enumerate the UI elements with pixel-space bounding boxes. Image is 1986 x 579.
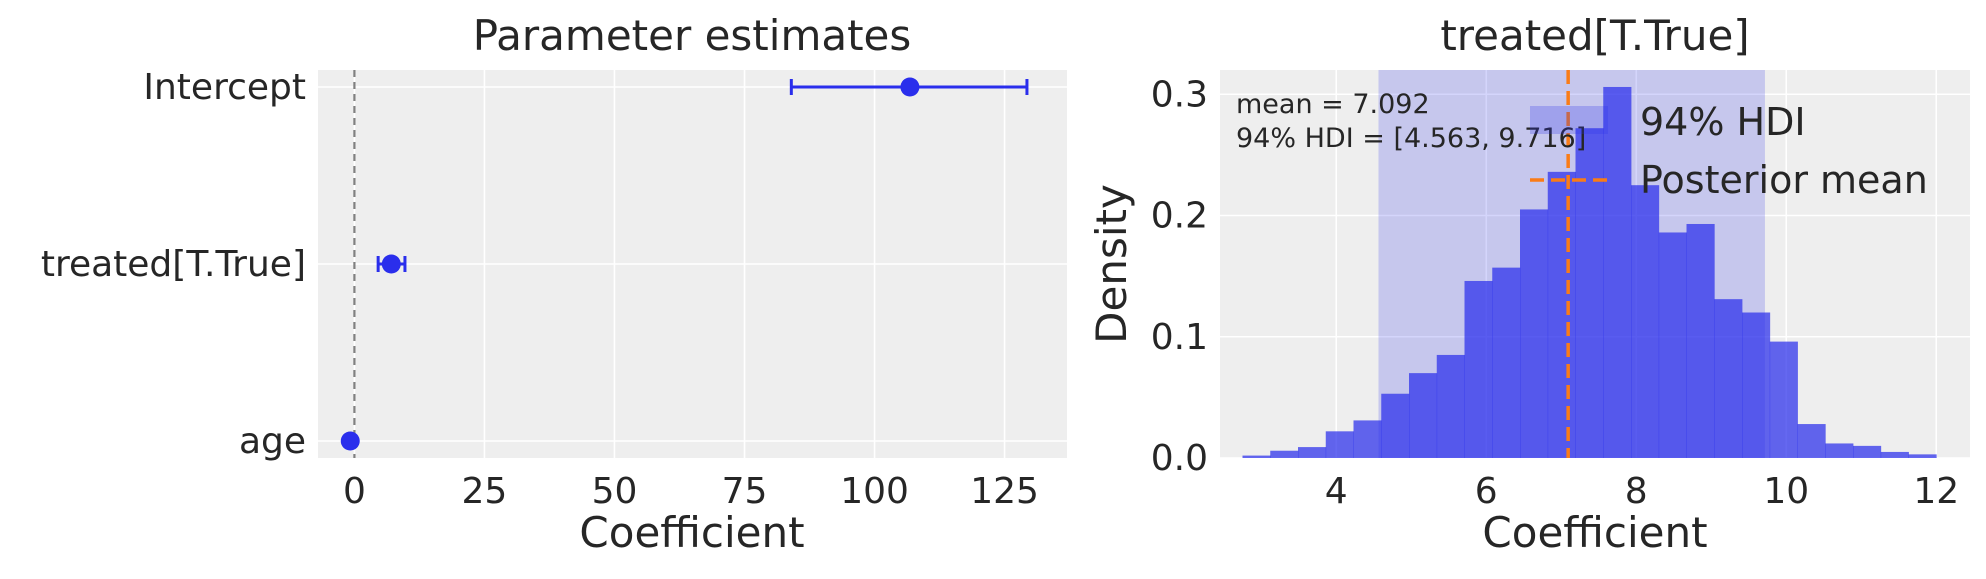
forest-x-tick-label: 50 [592,471,638,512]
histogram-bar [1270,450,1299,458]
histogram-bar [1325,431,1354,458]
histogram-bar [1742,312,1771,458]
posterior-y-tick-label: 0.1 [1151,317,1208,358]
forest-x-tick-label: 25 [462,471,508,512]
mean-point [340,431,360,451]
forest-panel: 0 25 50 75 100 125 Intercept treated[T.True] ag… [41,11,1067,557]
posterior-y-tick-label: 0.0 [1151,438,1208,479]
forest-x-tick-label: 125 [970,471,1039,512]
posterior-x-axis-label: Coefficient [1482,508,1707,557]
posterior-y-axis-label: Density [1087,184,1136,344]
annotation-hdi: 94% HDI = [4.563, 9.716] [1236,123,1586,154]
histogram-bar [1797,424,1826,458]
histogram-bar [1603,86,1632,458]
forest-y-tick-label: age [239,421,306,462]
histogram-bar [1242,455,1271,458]
forest-title: Parameter estimates [473,11,912,60]
histogram-bar [1520,209,1549,458]
forest-y-tick-label: treated[T.True] [41,244,306,285]
posterior-bars [1242,86,1937,458]
histogram-bar [1409,373,1438,458]
posterior-panel: 4 6 8 10 12 0.0 0.1 0.2 0.3 treated[T.True] Coe… [1087,11,1970,557]
histogram-bar [1381,393,1410,458]
histogram-bar [1353,420,1382,458]
posterior-y-tick-label: 0.3 [1151,74,1208,115]
posterior-x-tick-label: 6 [1475,471,1498,512]
legend-mean-label: Posterior mean [1640,158,1928,202]
histogram-bar [1658,232,1687,458]
annotation-mean: mean = 7.092 [1236,89,1430,120]
posterior-x-tick-label: 8 [1625,471,1648,512]
histogram-bar [1880,451,1909,458]
histogram-bar [1298,447,1327,458]
histogram-bar [1575,128,1604,458]
histogram-bar [1547,171,1576,458]
histogram-bar [1436,354,1465,458]
histogram-bar [1769,341,1798,458]
forest-y-tick-label: Intercept [143,67,306,108]
posterior-y-tick-label: 0.2 [1151,196,1208,237]
histogram-bar [1464,280,1493,458]
histogram-bar [1853,445,1882,458]
legend: 94% HDI Posterior mean [1530,100,1928,202]
histogram-bar [1908,454,1937,458]
forest-y-ticks: Intercept treated[T.True] age [41,67,306,462]
mean-point [900,77,920,97]
forest-x-tick-label: 75 [722,471,768,512]
posterior-x-tick-label: 12 [1913,471,1959,512]
histogram-bar [1631,185,1660,458]
posterior-x-ticks: 4 6 8 10 12 [1325,471,1959,512]
forest-marks [340,77,1029,451]
posterior-y-ticks: 0.0 0.1 0.2 0.3 [1151,74,1208,479]
posterior-x-tick-label: 10 [1763,471,1809,512]
forest-x-tick-label: 100 [840,471,909,512]
histogram-bar [1686,223,1715,458]
posterior-title: treated[T.True] [1440,11,1749,60]
forest-x-tick-label: 0 [343,471,366,512]
mean-point [381,254,401,274]
histogram-bar [1825,443,1854,458]
legend-hdi-swatch [1530,106,1608,134]
legend-hdi-label: 94% HDI [1640,100,1806,144]
forest-x-ticks: 0 25 50 75 100 125 [343,471,1039,512]
histogram-bar [1492,267,1521,458]
posterior-x-tick-label: 4 [1325,471,1348,512]
histogram-bar [1714,299,1743,458]
forest-x-axis-label: Coefficient [579,508,804,557]
